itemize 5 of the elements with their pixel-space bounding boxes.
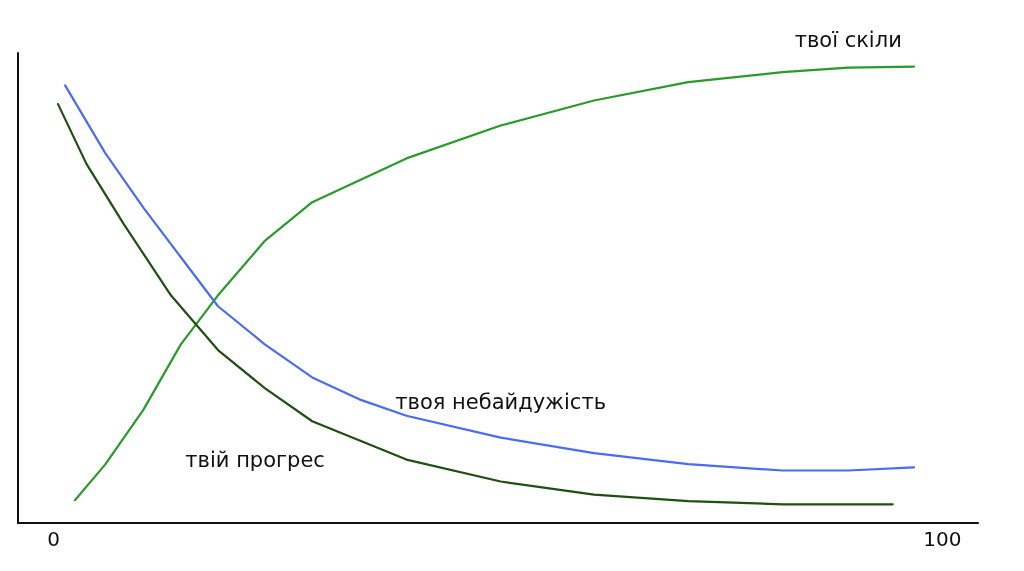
- x-tick-label: 0: [47, 527, 60, 551]
- series-label: твоя небайдужість: [395, 389, 607, 414]
- series-label: твій прогрес: [185, 448, 325, 473]
- x-tick-label: 100: [923, 527, 962, 551]
- series-label: твої скіли: [794, 27, 902, 52]
